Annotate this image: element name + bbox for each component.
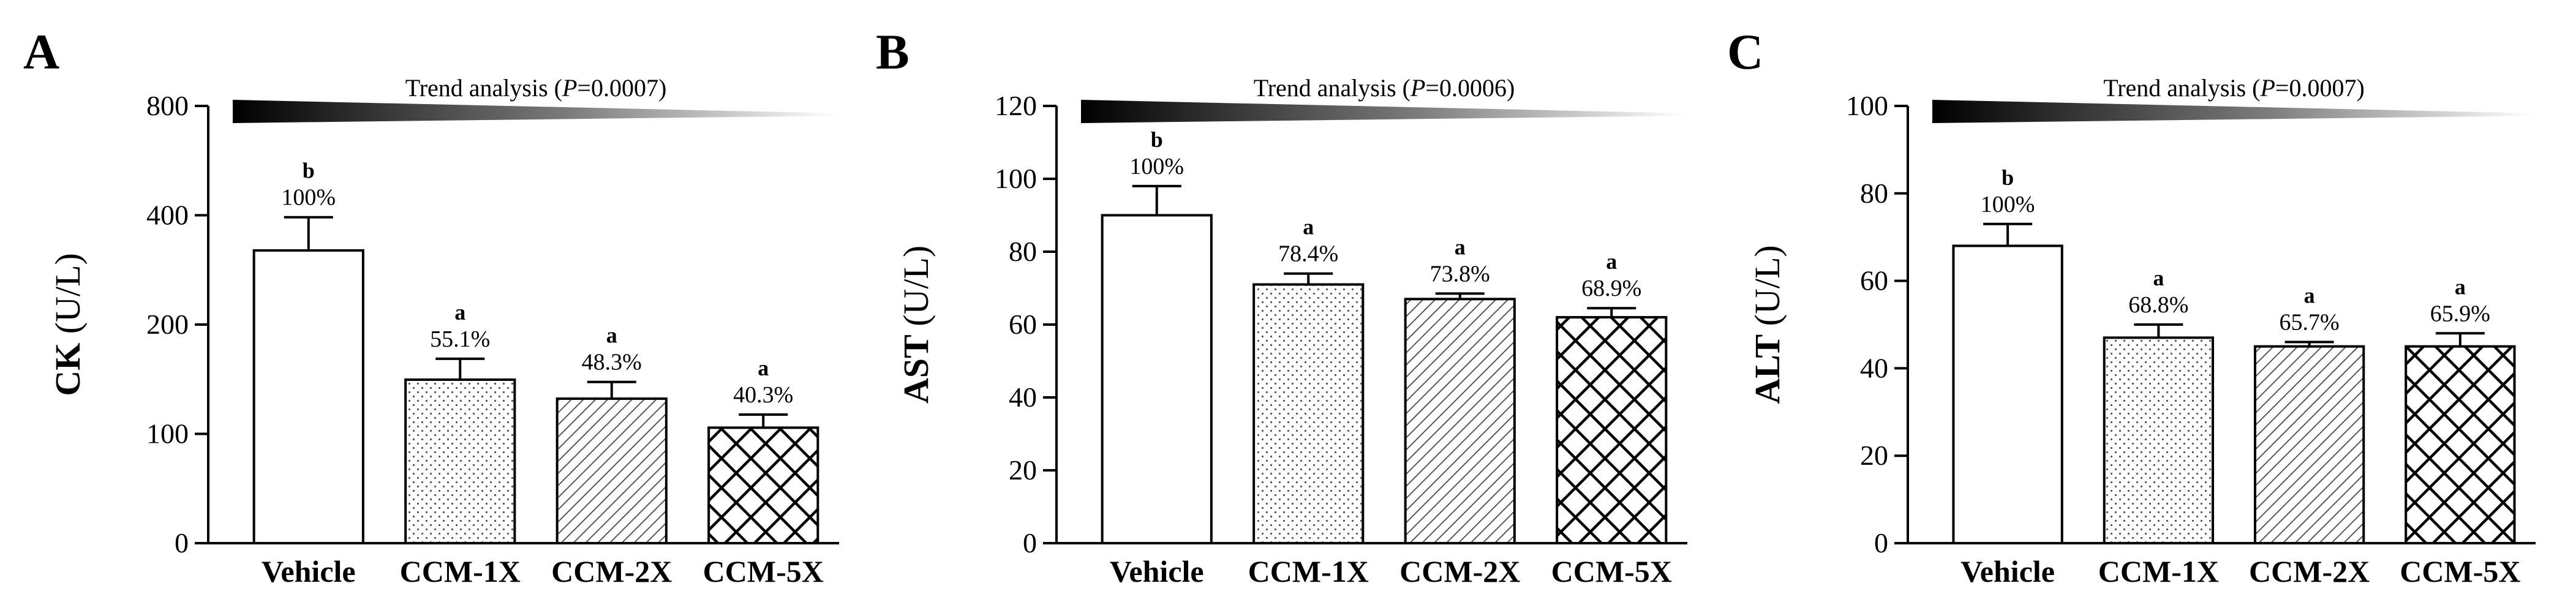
bar <box>555 397 668 544</box>
trend-wedge <box>1081 100 1687 123</box>
significance-letter: a <box>2304 284 2315 308</box>
y-tick-label: 20 <box>1860 440 1888 471</box>
y-axis-label-unit: (U/L) <box>1747 245 1787 326</box>
bar <box>1404 298 1516 544</box>
x-tick-label: Vehicle <box>1110 554 1204 588</box>
significance-letter: a <box>1455 235 1466 259</box>
chart-panel-b: B Trend analysis (P=0.0006) 0 20 40 60 80 100 12… <box>876 24 1687 588</box>
trend-p-symbol: P <box>2259 74 2275 102</box>
significance-letter: a <box>2153 266 2164 290</box>
bar <box>252 249 364 544</box>
percent-label: 100% <box>1981 192 2035 217</box>
y-tick-label: 400 <box>146 200 189 231</box>
y-axis-label-name: ALT <box>1747 326 1787 404</box>
bar <box>2253 345 2365 544</box>
percent-label: 40.3% <box>733 382 793 408</box>
trend-text-prefix: Trend analysis ( <box>2103 74 2260 102</box>
x-tick-label: CCM-5X <box>1551 554 1672 588</box>
trend-wedge <box>233 100 839 123</box>
trend-text-prefix: Trend analysis ( <box>1254 74 1410 102</box>
x-tick-label: CCM-2X <box>1399 554 1520 588</box>
y-tick-label: 800 <box>146 90 189 121</box>
significance-letter: b <box>1151 127 1163 152</box>
y-tick-label: 0 <box>175 527 189 558</box>
y-axis-label-name: AST <box>896 326 936 404</box>
significance-letter: a <box>454 300 465 325</box>
y-tick-label: 40 <box>1860 352 1888 383</box>
trend-p-symbol: P <box>1410 74 1425 102</box>
significance-letter: b <box>303 159 315 183</box>
y-axis-label: CK (U/L) <box>48 253 88 396</box>
bar <box>404 378 516 545</box>
bar <box>1252 283 1365 544</box>
x-tick-label: CCM-1X <box>400 554 521 588</box>
significance-letter: a <box>2455 274 2466 299</box>
x-tick-label: CCM-1X <box>1248 554 1369 588</box>
x-tick-label: CCM-2X <box>551 554 672 588</box>
percent-label: 55.1% <box>430 326 490 352</box>
x-tick-label: Vehicle <box>1960 554 2055 588</box>
significance-letter: a <box>1606 249 1617 274</box>
percent-label: 65.9% <box>2430 301 2490 326</box>
percent-label: 65.7% <box>2280 310 2340 336</box>
panel-label: C <box>1727 24 1763 80</box>
y-tick-label: 0 <box>1874 527 1888 558</box>
trend-p-value: =0.0007) <box>2275 74 2365 102</box>
trend-p-value: =0.0006) <box>1425 74 1515 102</box>
y-tick-label: 100 <box>146 418 189 449</box>
x-tick-label: CCM-2X <box>2249 554 2370 588</box>
y-axis-label-name: CK <box>48 334 88 396</box>
trend-text-prefix: Trend analysis ( <box>405 74 562 102</box>
significance-letter: a <box>606 323 617 348</box>
y-tick-label: 200 <box>146 309 189 340</box>
significance-letter: a <box>1303 215 1314 239</box>
trend-p-value: =0.0007) <box>577 74 666 102</box>
percent-label: 78.4% <box>1278 241 1338 267</box>
y-tick-label: 0 <box>1023 527 1037 558</box>
significance-letter: b <box>2002 165 2014 190</box>
percent-label: 48.3% <box>582 350 642 375</box>
x-tick-label: CCM-5X <box>2400 554 2520 588</box>
percent-label: 100% <box>281 185 336 211</box>
bar <box>1101 214 1213 544</box>
y-axis-label-unit: (U/L) <box>48 253 88 334</box>
panel-label: B <box>876 24 910 80</box>
trend-analysis-label: Trend analysis (P=0.0006) <box>1254 74 1515 102</box>
y-tick-label: 60 <box>1009 309 1037 340</box>
chart-panel-a: A Trend analysis (P=0.0007) 0 100 200 400 800 C… <box>23 24 839 588</box>
bar <box>2103 336 2215 544</box>
y-tick-label: 100 <box>1846 90 1888 121</box>
significance-letter: a <box>758 356 769 380</box>
y-axis-label: AST (U/L) <box>896 246 936 404</box>
percent-label: 73.8% <box>1430 261 1490 287</box>
percent-label: 68.8% <box>2128 292 2188 318</box>
y-tick-label: 80 <box>1860 178 1888 209</box>
y-tick-label: 60 <box>1860 265 1888 296</box>
bar <box>1952 244 2063 544</box>
y-axis-label-unit: (U/L) <box>896 246 936 326</box>
trend-analysis-label: Trend analysis (P=0.0007) <box>2103 74 2365 102</box>
chart-panel-c: C Trend analysis (P=0.0007) 0 20 40 60 80 100 AL… <box>1727 24 2536 588</box>
x-tick-label: CCM-1X <box>2098 554 2219 588</box>
y-tick-label: 120 <box>995 90 1037 121</box>
y-tick-label: 80 <box>1009 236 1037 267</box>
bar <box>1556 316 1668 544</box>
x-tick-label: Vehicle <box>262 554 356 588</box>
y-tick-label: 100 <box>995 163 1037 194</box>
panel-label: A <box>23 24 59 80</box>
y-axis-label: ALT (U/L) <box>1747 245 1787 404</box>
y-tick-label: 20 <box>1009 454 1037 486</box>
trend-p-symbol: P <box>562 74 577 102</box>
percent-label: 68.9% <box>1581 276 1641 301</box>
bar <box>2405 345 2516 544</box>
trend-analysis-label: Trend analysis (P=0.0007) <box>405 74 667 102</box>
percent-label: 100% <box>1129 154 1184 179</box>
x-tick-label: CCM-5X <box>703 554 824 588</box>
y-tick-label: 40 <box>1009 382 1037 413</box>
trend-wedge <box>1932 100 2536 123</box>
bar <box>707 426 819 544</box>
